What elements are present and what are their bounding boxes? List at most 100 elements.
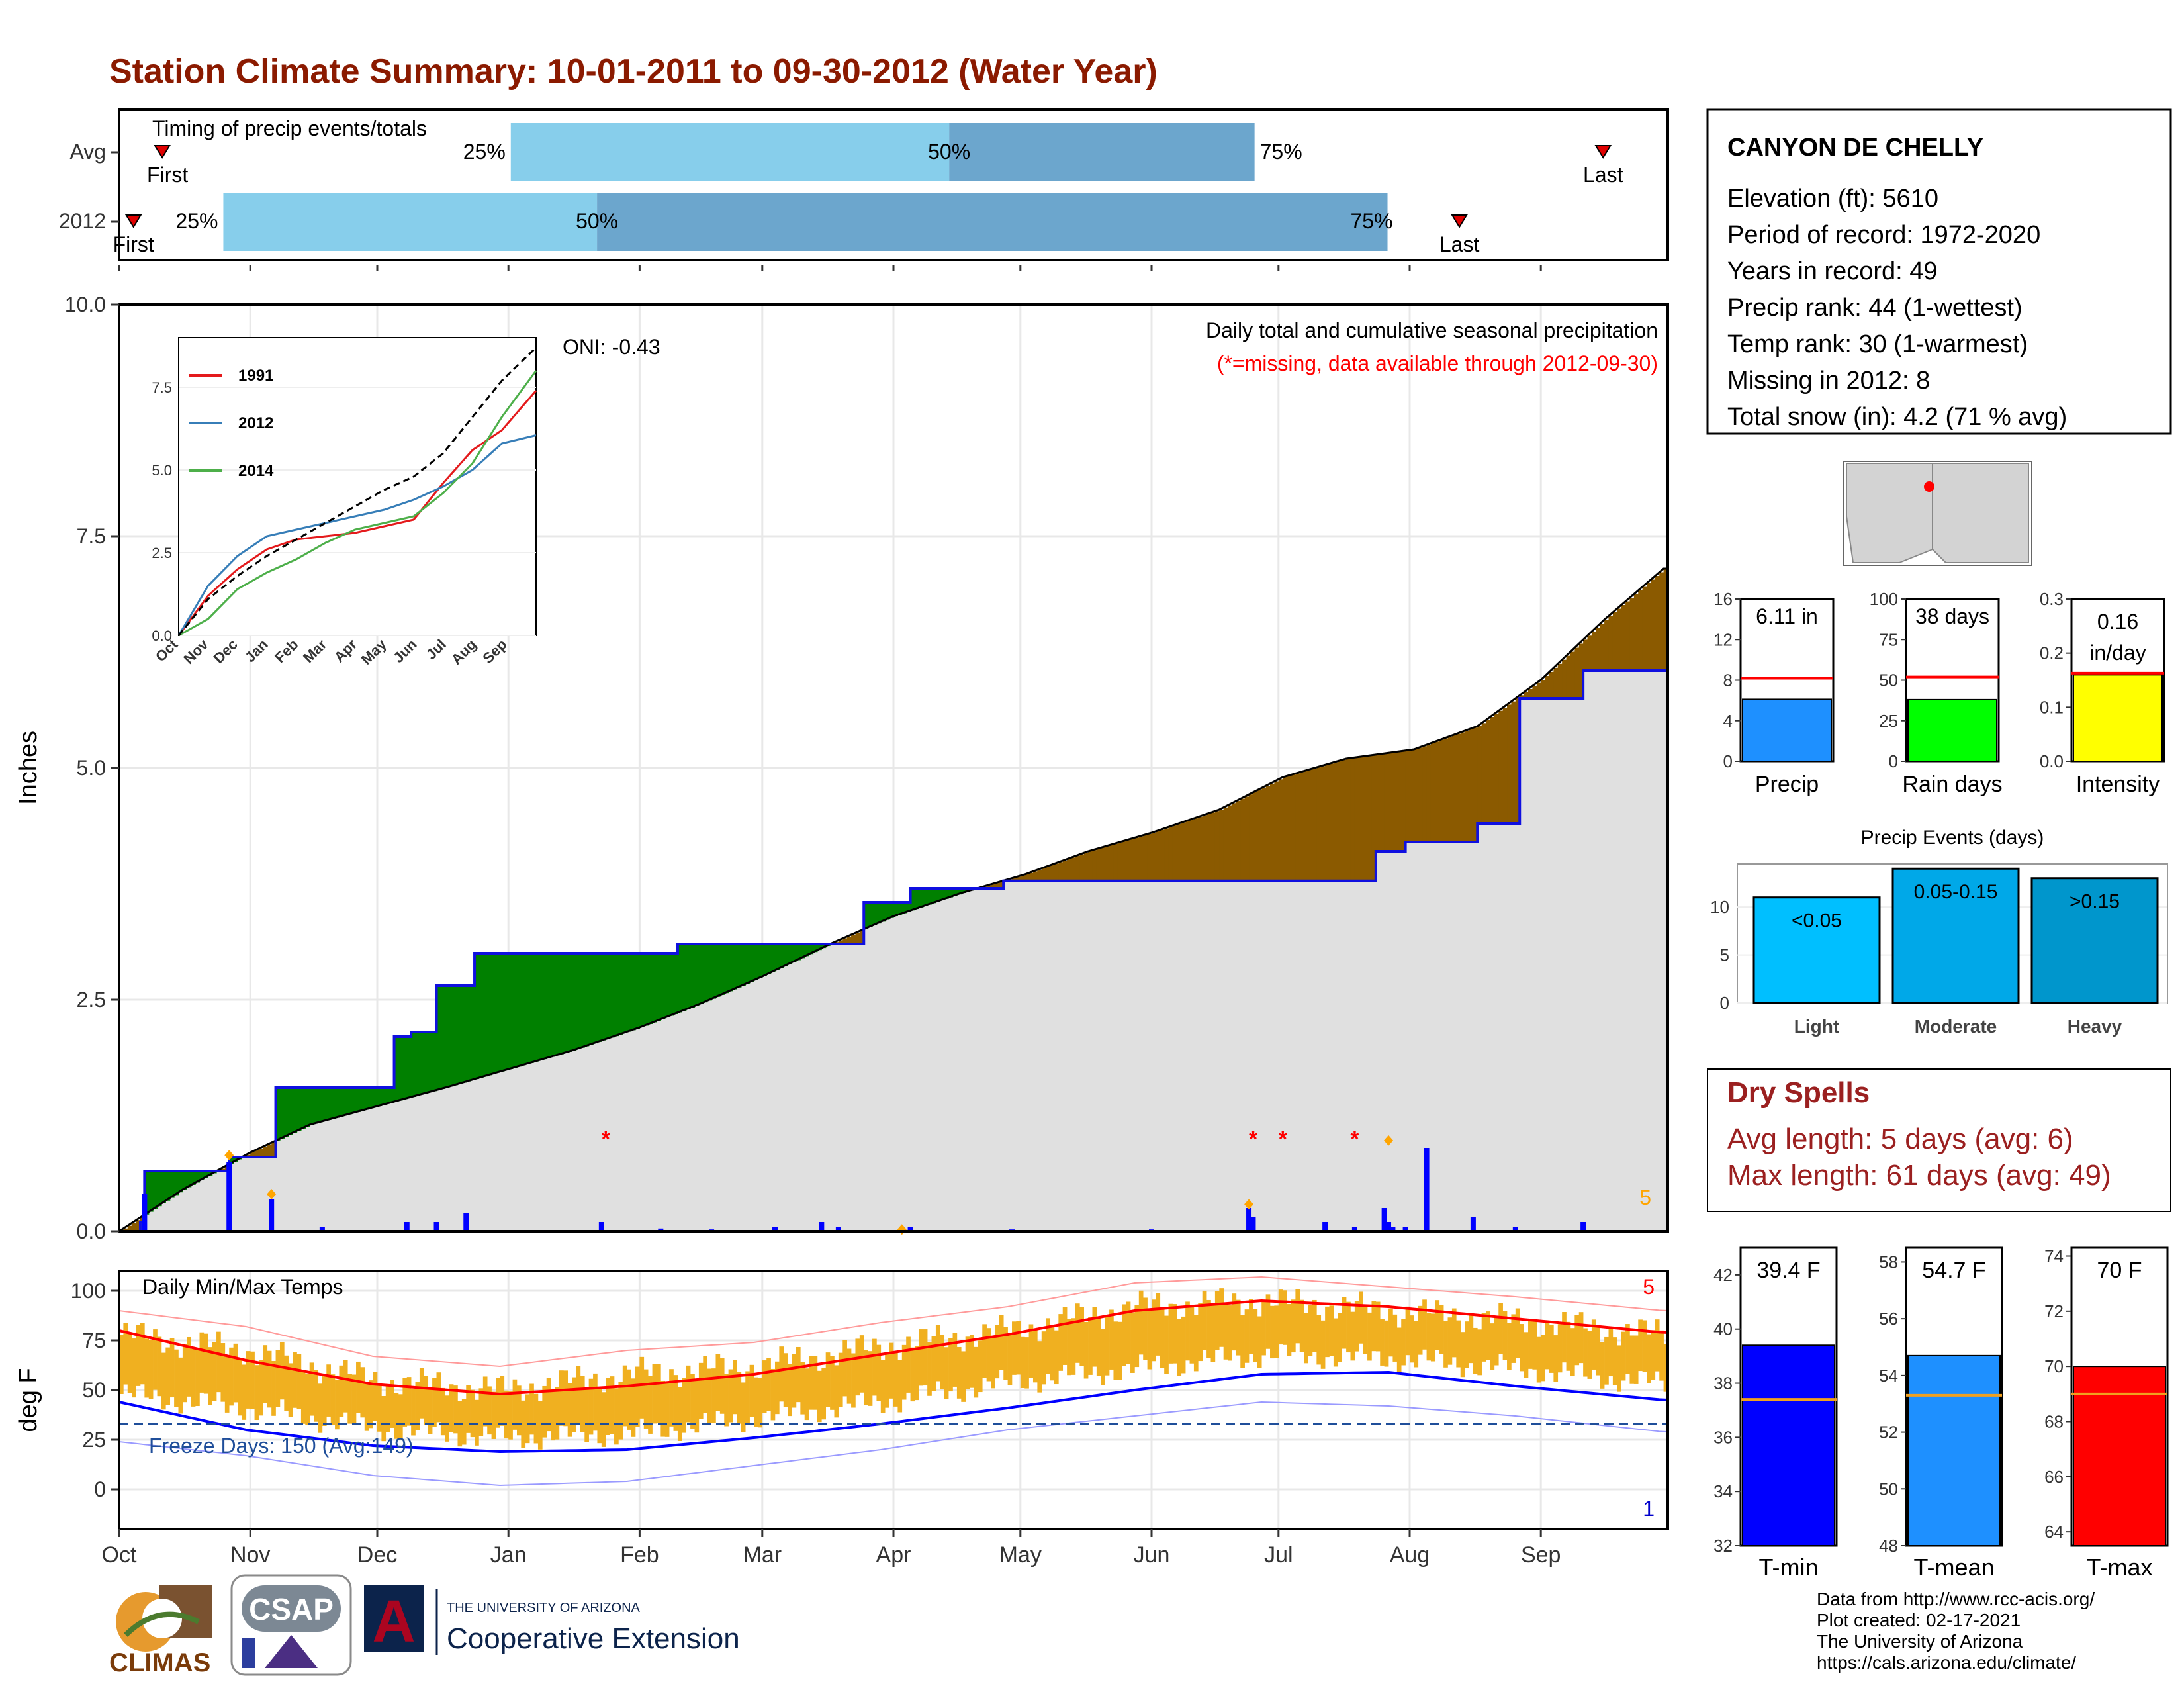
footer-line: Plot created: 02-17-2021 — [1817, 1610, 2021, 1630]
daily-temp-range-bar — [919, 1329, 924, 1386]
daily-temp-range-bar — [127, 1333, 132, 1393]
daily-temp-range-bar — [796, 1346, 801, 1403]
y-axis-label: Inches — [15, 731, 42, 805]
surplus-area — [754, 944, 759, 980]
oni-label: ONI: -0.43 — [563, 335, 660, 359]
daily-temp-range-bar — [567, 1383, 572, 1437]
deficit-area — [1270, 783, 1275, 881]
daily-temp-range-bar — [1058, 1314, 1064, 1371]
deficit-area — [1574, 647, 1580, 698]
missing-marker: * — [1350, 1127, 1359, 1152]
normal-high-line — [118, 1299, 1668, 1396]
deficit-area — [859, 931, 864, 944]
daily-temp-range-bar — [1109, 1309, 1114, 1370]
daily-temp-range-bar — [1291, 1299, 1296, 1353]
daily-temp-range-bar — [309, 1362, 314, 1416]
surplus-area — [635, 953, 640, 1029]
daily-temp-range-bar — [1604, 1336, 1609, 1385]
daily-temp-range-bar — [512, 1379, 518, 1430]
surplus-area — [343, 1088, 348, 1115]
deficit-area — [1520, 695, 1525, 698]
surplus-area — [203, 1171, 208, 1178]
daily-temp-range-bar — [504, 1390, 509, 1439]
daily-temp-range-bar — [275, 1350, 281, 1407]
timing-panel: Timing of precip events/totals Avg 25% 50%… — [59, 108, 1669, 261]
daily-temp-range-bar — [1502, 1311, 1508, 1360]
surplus-area — [935, 888, 940, 902]
mini-category-label: Precip — [1755, 772, 1819, 797]
daily-temp-range-bar — [432, 1378, 437, 1427]
deficit-area — [846, 936, 852, 944]
daily-temp-range-bar — [774, 1361, 780, 1415]
daily-temp-range-bar — [1147, 1309, 1152, 1370]
daily-temp-range-bar — [1515, 1308, 1520, 1358]
deficit-area — [1414, 749, 1419, 842]
deficit-area — [1553, 667, 1559, 698]
daily-precip-bar — [404, 1222, 410, 1231]
csap-logo: CSAP — [230, 1574, 352, 1676]
surplus-area — [783, 944, 788, 966]
deficit-area — [1570, 651, 1575, 698]
daily-temp-range-bar — [698, 1362, 704, 1419]
deficit-area — [1375, 754, 1381, 851]
deficit-area — [1291, 774, 1296, 881]
surplus-area — [719, 944, 725, 995]
daily-temp-range-bar — [931, 1336, 936, 1391]
tbar-ytick: 58 — [1879, 1252, 1898, 1272]
daily-temp-range-bar — [1054, 1330, 1059, 1385]
mini-value-bar — [2073, 674, 2163, 762]
daily-temp-range-bar — [1041, 1331, 1046, 1385]
surplus-area — [876, 902, 882, 924]
daily-temp-range-bar — [242, 1364, 247, 1420]
inset-ytick: 7.5 — [152, 379, 172, 396]
daily-temp-range-bar — [889, 1342, 894, 1399]
daily-temp-range-bar — [1557, 1324, 1563, 1373]
surplus-area — [508, 953, 514, 1069]
daily-temp-range-bar — [1587, 1331, 1592, 1379]
daily-precip-bar — [1322, 1222, 1328, 1231]
inset-ytick: 2.5 — [152, 545, 172, 561]
deficit-area — [1642, 586, 1647, 671]
daily-precip-bar — [1246, 1208, 1252, 1231]
tbar-ytick: 54 — [1879, 1366, 1898, 1385]
daily-temp-range-bar — [1532, 1321, 1537, 1370]
daily-temp-range-bar — [1320, 1320, 1326, 1369]
daily-temp-range-bar — [792, 1354, 797, 1408]
daily-temp-range-bar — [1477, 1329, 1482, 1376]
deficit-area — [1663, 569, 1668, 671]
snow-marker — [267, 1189, 277, 1199]
daily-temp-range-bar — [673, 1375, 678, 1431]
daily-temp-range-bar — [428, 1387, 433, 1434]
deficit-area — [1532, 686, 1537, 698]
daily-temp-range-bar — [944, 1347, 949, 1400]
tbar-value-label: 54.7 F — [1922, 1258, 1985, 1283]
deficit-area — [1621, 605, 1626, 671]
daily-temp-range-bar — [1316, 1315, 1322, 1365]
surplus-area — [144, 1171, 150, 1215]
temp-ytick: 0 — [94, 1477, 106, 1501]
deficit-area — [1477, 726, 1482, 823]
surplus-area — [880, 902, 886, 922]
daily-temp-range-bar — [390, 1380, 394, 1428]
deficit-area — [1037, 870, 1042, 881]
daily-precip-bar — [433, 1222, 439, 1231]
daily-temp-range-bar — [576, 1366, 581, 1423]
surplus-area — [525, 953, 530, 1064]
mini-category-label: Rain days — [1902, 772, 2002, 797]
deficit-area — [1265, 786, 1271, 881]
deficit-area — [1583, 639, 1588, 671]
daily-temp-range-bar — [694, 1378, 700, 1433]
surplus-area — [639, 953, 645, 1027]
daily-temp-range-bar — [238, 1359, 242, 1416]
deficit-area — [1608, 616, 1614, 671]
daily-temp-range-bar — [1046, 1318, 1050, 1374]
surplus-area — [593, 953, 598, 1044]
daily-temp-range-bar — [584, 1387, 589, 1442]
deficit-area — [1426, 745, 1432, 842]
timing-title: Timing of precip events/totals — [152, 117, 427, 140]
daily-temp-range-bar — [1062, 1307, 1068, 1365]
csap-wordmark: CSAP — [249, 1592, 334, 1626]
daily-temp-range-bar — [1578, 1312, 1584, 1364]
timing-first-label: First — [113, 232, 154, 256]
deficit-area — [1240, 798, 1246, 881]
